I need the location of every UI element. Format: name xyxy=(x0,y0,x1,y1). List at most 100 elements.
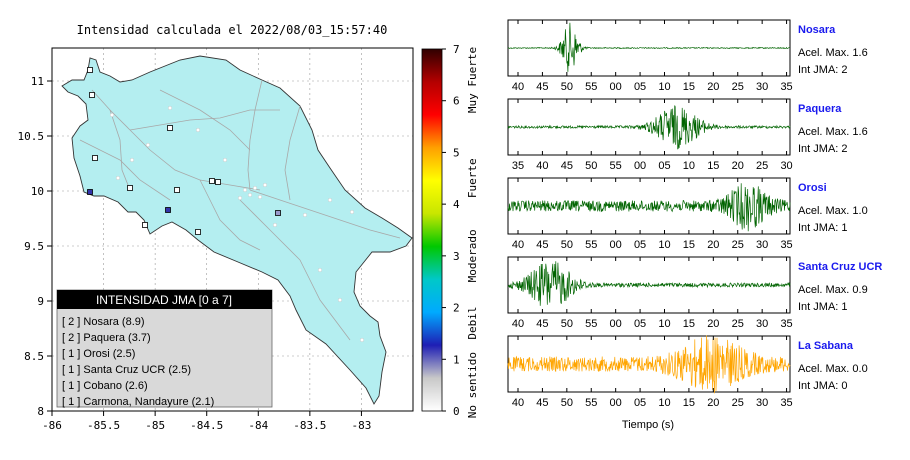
station-marker xyxy=(275,210,281,216)
seismogram-tick-label: 45 xyxy=(536,397,548,409)
seismogram-tick-label: 05 xyxy=(634,81,646,93)
town-marker xyxy=(360,338,365,343)
seismogram-tick-label: 10 xyxy=(658,81,670,93)
seismogram-tick-label: 50 xyxy=(561,318,573,330)
seismogram-tick-label: 55 xyxy=(585,397,597,409)
x-tick-label: -86 xyxy=(42,419,62,432)
road xyxy=(249,189,401,239)
int-jma-label: Int JMA: 2 xyxy=(798,64,848,76)
seismogram-tick-label: 40 xyxy=(512,318,524,330)
colorbar-tick-label: 3 xyxy=(453,250,460,263)
town-marker xyxy=(350,209,355,214)
map-panel: -86 -85.5 -85 -84.5 -84 -83.5 -83 8 8.5 9 9.5 10 10… xyxy=(18,47,414,432)
seismogram-tick-label: 15 xyxy=(683,318,695,330)
town-marker xyxy=(338,298,343,303)
seismogram-tick-label: 40 xyxy=(512,397,524,409)
road xyxy=(199,179,261,251)
road-network xyxy=(79,79,401,341)
seismogram-trace xyxy=(507,183,791,232)
station-name: Santa Cruz UCR xyxy=(798,261,882,273)
seismogram-tick-label: 45 xyxy=(536,318,548,330)
seismogram-tick-label: 35 xyxy=(780,318,792,330)
station-marker xyxy=(209,178,215,184)
town-marker xyxy=(303,212,308,217)
int-jma-label: Int JMA: 2 xyxy=(798,143,848,155)
seismogram-panel: 40 45 50 55 00 05 10 15 20 25 30 35 Santa Cruz UCR Ac… xyxy=(507,256,882,330)
colorbar-category-label: Debil xyxy=(466,307,479,340)
colorbar-category-label: Moderado xyxy=(466,229,479,282)
seismogram-tick-label: 05 xyxy=(634,397,646,409)
seismogram-tick-label: 10 xyxy=(658,239,670,251)
town-marker xyxy=(242,187,247,192)
seismogram-tick-label: 05 xyxy=(634,318,646,330)
seismogram-panel: 40 45 50 55 00 05 10 15 20 25 30 35 Nosara Acel. Max.… xyxy=(507,19,868,93)
legend-item: [ 1 ] Orosi (2.5) xyxy=(62,348,135,360)
seismogram-tick-label: 20 xyxy=(707,239,719,251)
seismogram-tick-label: 45 xyxy=(536,239,548,251)
town-marker xyxy=(237,195,242,200)
legend-item: [ 2 ] Paquera (3.7) xyxy=(62,332,151,344)
town-marker xyxy=(273,222,278,227)
station-marker xyxy=(167,125,173,131)
seismogram-trace xyxy=(507,335,791,394)
station-name: Nosara xyxy=(798,24,836,36)
int-jma-label: Int JMA: 1 xyxy=(798,222,848,234)
map-frame xyxy=(51,47,414,412)
station-marker xyxy=(195,229,201,235)
y-tick-label: 8.5 xyxy=(24,350,44,363)
seismogram-tick-label: 15 xyxy=(683,81,695,93)
x-tick-label: -84.5 xyxy=(190,419,223,432)
town-marker xyxy=(318,268,323,273)
road xyxy=(109,109,131,191)
legend-item: [ 1 ] Santa Cruz UCR (2.5) xyxy=(62,364,191,376)
colorbar-labels: No sentido Debil Moderado Fuerte Muy Fuerte xyxy=(466,47,479,418)
int-jma-label: Int JMA: 0 xyxy=(798,380,848,392)
x-tick-label: -85.5 xyxy=(87,419,120,432)
map-y-ticks: 8 8.5 9 9.5 10 10.5 11 xyxy=(18,75,52,418)
seismogram-tick-label: 35 xyxy=(780,81,792,93)
seismogram-tick-label: 15 xyxy=(707,160,719,172)
seismogram-tick-label: 45 xyxy=(561,160,573,172)
seismogram-tick-label: 45 xyxy=(536,81,548,93)
seismogram-tick-label: 25 xyxy=(732,81,744,93)
seismogram-tick-label: 05 xyxy=(634,239,646,251)
seismogram-tick-label: 20 xyxy=(707,318,719,330)
town-marker xyxy=(195,127,200,132)
town-marker xyxy=(258,194,263,199)
colorbar-tick-label: 4 xyxy=(453,198,460,211)
seismogram-tick-label: 20 xyxy=(732,160,744,172)
acel-max-label: Acel. Max. 0.9 xyxy=(798,284,868,296)
station-name: La Sabana xyxy=(798,340,854,352)
road xyxy=(284,105,301,201)
seismogram-tick-label: 25 xyxy=(732,397,744,409)
colorbar-tick-label: 1 xyxy=(453,353,460,366)
seismogram-tick-label: 25 xyxy=(756,160,768,172)
town-marker xyxy=(145,142,150,147)
seismogram-tick-label: 40 xyxy=(512,239,524,251)
colorbar-gradient xyxy=(421,48,443,412)
x-tick-label: -83.5 xyxy=(293,419,326,432)
town-marker xyxy=(222,157,227,162)
road xyxy=(159,89,251,151)
y-tick-label: 9 xyxy=(37,295,44,308)
seismogram-tick-label: 10 xyxy=(658,397,670,409)
town-marker xyxy=(252,185,257,190)
seismogram-tick-label: 00 xyxy=(610,318,622,330)
seismogram-tick-label: 25 xyxy=(732,239,744,251)
station-marker xyxy=(142,222,148,228)
x-tick-label: -84 xyxy=(248,419,268,432)
seismogram-tick-label: 35 xyxy=(512,160,524,172)
seismogram-tick-label: 30 xyxy=(756,397,768,409)
colorbar-tick-label: 5 xyxy=(453,146,460,159)
town-marker xyxy=(247,192,252,197)
station-marker xyxy=(89,92,95,98)
seismogram-tick-label: 30 xyxy=(756,81,768,93)
seismogram-tick-label: 00 xyxy=(610,397,622,409)
x-tick-label: -85 xyxy=(145,419,165,432)
colorbar-ticks: 0 1 2 3 4 5 6 7 xyxy=(442,43,460,418)
town-marker xyxy=(129,157,134,162)
town-marker xyxy=(109,112,114,117)
legend-item: [ 1 ] Carmona, Nandayure (2.1) xyxy=(62,396,214,408)
seismogram-tick-label: 15 xyxy=(683,397,695,409)
